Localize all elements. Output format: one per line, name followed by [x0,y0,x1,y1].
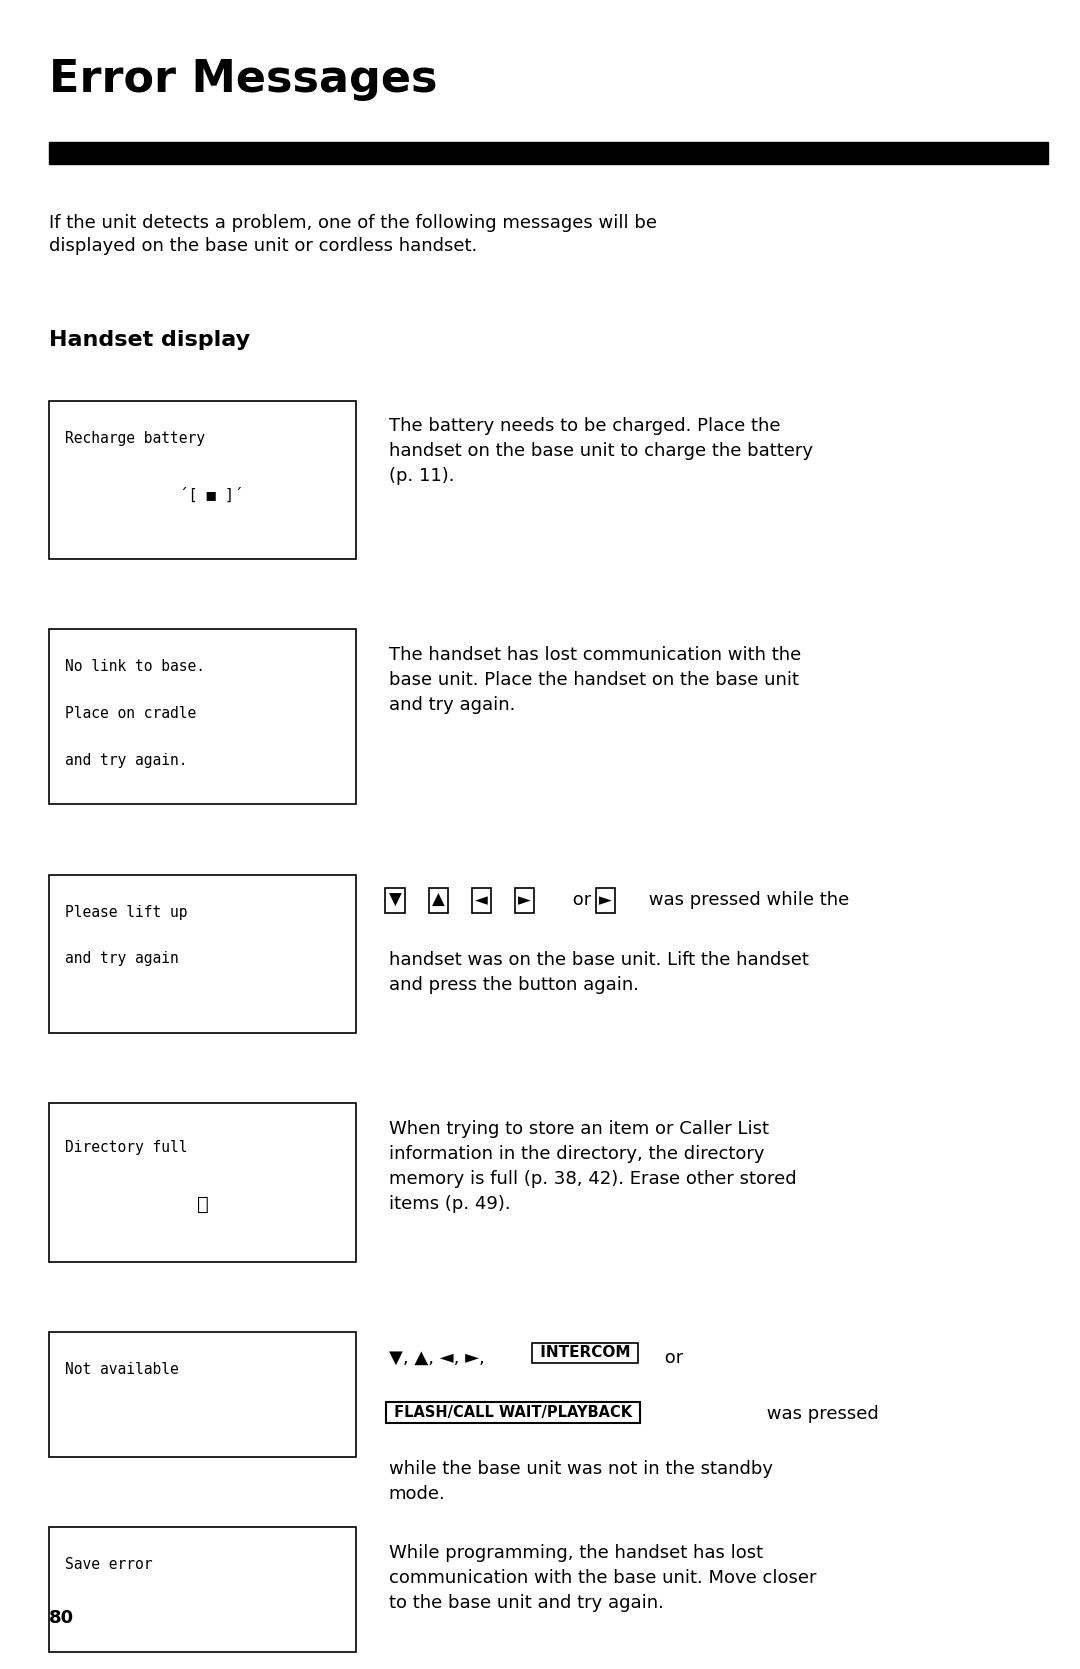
FancyBboxPatch shape [49,1103,356,1262]
Text: Handset display: Handset display [49,330,249,350]
Text: ◄: ◄ [475,891,488,910]
Text: ▼, ▲, ◄, ►,: ▼, ▲, ◄, ►, [389,1349,490,1367]
Text: Recharge battery: Recharge battery [65,431,205,446]
Text: was pressed: was pressed [761,1405,879,1424]
Text: and try again: and try again [65,951,178,966]
FancyBboxPatch shape [49,1332,356,1457]
FancyBboxPatch shape [49,875,356,1033]
FancyBboxPatch shape [49,629,356,804]
Text: ►: ► [518,891,531,910]
Text: FLASH/CALL WAIT/PLAYBACK: FLASH/CALL WAIT/PLAYBACK [389,1405,637,1420]
Text: while the base unit was not in the standby
mode.: while the base unit was not in the stand… [389,1460,773,1504]
Text: ►: ► [599,891,612,910]
Text: Not available: Not available [65,1362,178,1377]
Bar [49,142,1048,164]
Text: handset was on the base unit. Lift the handset
and press the button again.: handset was on the base unit. Lift the h… [389,951,809,995]
Text: When trying to store an item or Caller List
information in the directory, the di: When trying to store an item or Caller L… [389,1120,796,1213]
Text: If the unit detects a problem, one of the following messages will be
displayed o: If the unit detects a problem, one of th… [49,214,657,255]
Text: The battery needs to be charged. Place the
handset on the base unit to charge th: The battery needs to be charged. Place t… [389,417,813,486]
Text: Place on cradle: Place on cradle [65,706,197,721]
Text: ▲: ▲ [432,891,445,910]
Text: The handset has lost communication with the
base unit. Place the handset on the : The handset has lost communication with … [389,646,801,714]
Text: Error Messages: Error Messages [49,58,437,102]
Text: 📖: 📖 [197,1195,208,1213]
Text: Please lift up: Please lift up [65,905,187,920]
Text: was pressed while the: was pressed while the [643,891,849,910]
FancyBboxPatch shape [49,401,356,559]
Text: No link to base.: No link to base. [65,659,205,674]
Text: While programming, the handset has lost
communication with the base unit. Move c: While programming, the handset has lost … [389,1544,816,1612]
Text: ▼: ▼ [389,891,402,910]
Text: Save error: Save error [65,1557,152,1572]
Text: or: or [659,1349,683,1367]
Text: INTERCOM: INTERCOM [535,1345,635,1360]
Text: Directory full: Directory full [65,1140,187,1155]
Text: or: or [567,891,597,910]
FancyBboxPatch shape [49,1527,356,1652]
Text: ´[ ■ ]´: ´[ ■ ]´ [161,487,244,502]
Text: and try again.: and try again. [65,753,187,768]
Text: 80: 80 [49,1609,73,1627]
